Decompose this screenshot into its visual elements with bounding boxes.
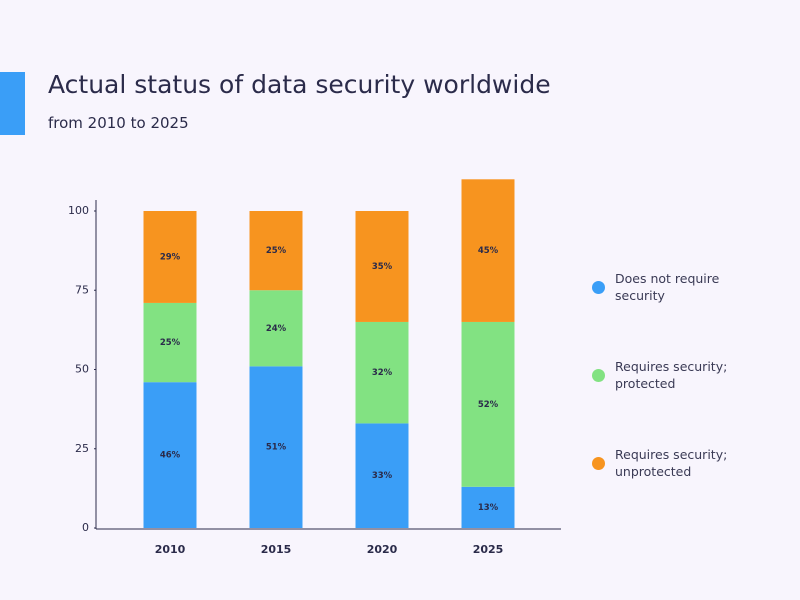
legend-label: Does not require security [615, 271, 720, 303]
x-tick-label: 2015 [261, 543, 292, 556]
bar-segment [355, 211, 409, 322]
legend-item: Requires security; unprotected [592, 446, 742, 480]
bar-segment [461, 486, 515, 528]
x-tick-label: 2010 [155, 543, 186, 556]
bar-segment [249, 211, 303, 291]
data-label: 13% [478, 503, 499, 513]
y-tick-label: 100 [68, 204, 89, 217]
accent-bar [0, 72, 25, 135]
data-label: 46% [160, 451, 181, 461]
x-tick-label: 2025 [473, 543, 504, 556]
bar-segment [355, 423, 409, 528]
bar-segment [143, 211, 197, 303]
data-label: 51% [266, 443, 287, 453]
bar-segment [143, 302, 197, 383]
y-tick-label: 50 [75, 363, 89, 376]
data-label: 35% [372, 262, 393, 272]
bar-segment [249, 290, 303, 367]
bar-segment [461, 321, 515, 487]
legend-label: Requires security; unprotected [615, 447, 728, 479]
legend-marker [592, 456, 605, 470]
data-label: 25% [266, 246, 287, 256]
data-label: 52% [478, 400, 499, 410]
bar-segment [249, 366, 303, 528]
legend-item: Does not require security [592, 270, 742, 304]
data-label: 24% [266, 324, 287, 334]
legend-item: Requires security; protected [592, 358, 742, 392]
y-tick-label: 0 [82, 521, 89, 534]
data-label: 29% [160, 252, 181, 262]
bar-segment [355, 321, 409, 424]
data-label: 32% [372, 368, 393, 378]
legend-marker [592, 368, 605, 382]
legend-label: Requires security; protected [615, 359, 728, 391]
legend-marker [592, 280, 605, 294]
y-tick-label: 75 [75, 283, 89, 296]
bar-segment [143, 382, 197, 528]
chart-title: Actual status of data security worldwide [48, 70, 551, 99]
y-tick-label: 25 [75, 442, 89, 455]
data-label: 33% [372, 471, 393, 481]
bar-segment [461, 179, 515, 322]
data-label: 45% [478, 246, 499, 256]
data-label: 25% [160, 338, 181, 348]
x-tick-label: 2020 [367, 543, 398, 556]
chart-subtitle: from 2010 to 2025 [48, 114, 189, 132]
